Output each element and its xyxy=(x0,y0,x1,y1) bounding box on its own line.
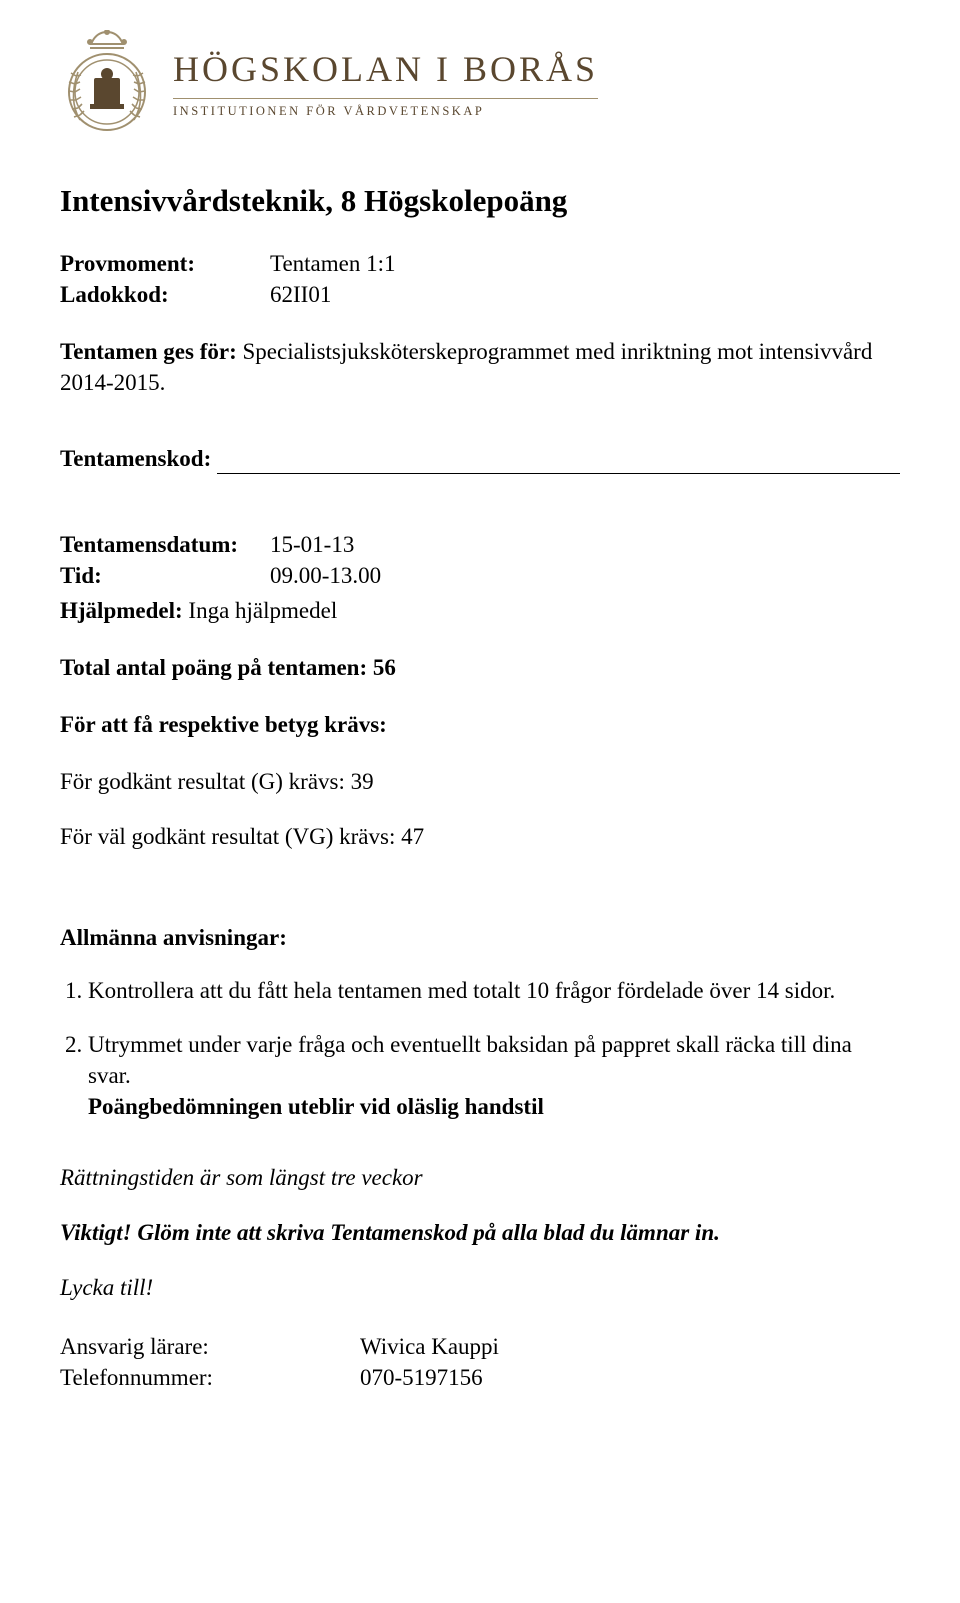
betyg-g: För godkänt resultat (G) krävs: 39 xyxy=(60,766,900,797)
instruction-item-1: Kontrollera att du fått hela tentamen me… xyxy=(88,975,900,1006)
betyg-heading: För att få respektive betyg krävs: xyxy=(60,709,900,740)
tentamensdatum-value: 15-01-13 xyxy=(270,529,354,560)
given-for-block: Tentamen ges för: Specialistsjukskötersk… xyxy=(60,336,900,398)
tid-label: Tid: xyxy=(60,560,270,591)
document-title: Intensivvårdsteknik, 8 Högskolepoäng xyxy=(60,180,900,222)
betyg-vg: För väl godkänt resultat (VG) krävs: 47 xyxy=(60,821,900,852)
logo-main-text: HÖGSKOLAN I BORÅS xyxy=(173,45,598,94)
total-poang: Total antal poäng på tentamen: 56 xyxy=(60,652,900,683)
ladokkod-value: 62II01 xyxy=(270,279,331,310)
hjalpmedel-value: Inga hjälpmedel xyxy=(188,598,337,623)
rattningstid: Rättningstiden är som längst tre veckor xyxy=(60,1162,900,1193)
ansvarig-value: Wivica Kauppi xyxy=(360,1331,499,1362)
logo-sub-text: INSTITUTIONEN FÖR VÅRDVETENSKAP xyxy=(173,98,598,120)
tentamenskod-label: Tentamenskod: xyxy=(60,443,211,474)
ansvarig-label: Ansvarig lärare: xyxy=(60,1331,360,1362)
university-logo-text: HÖGSKOLAN I BORÅS INSTITUTIONEN FÖR VÅRD… xyxy=(173,45,598,119)
tentamensdatum-label: Tentamensdatum: xyxy=(60,529,270,560)
instructions-list: Kontrollera att du fått hela tentamen me… xyxy=(60,975,900,1121)
hjalpmedel-label: Hjälpmedel: xyxy=(60,598,183,623)
ges-for-label: Tentamen ges för: xyxy=(60,339,237,364)
exam-meta-block: Provmoment: Tentamen 1:1 Ladokkod: 62II0… xyxy=(60,248,900,310)
contact-block: Ansvarig lärare: Wivica Kauppi Telefonnu… xyxy=(60,1331,900,1393)
ladokkod-label: Ladokkod: xyxy=(60,279,270,310)
instruction-2a: Utrymmet under varje fråga och eventuell… xyxy=(88,1032,852,1088)
tid-value: 09.00-13.00 xyxy=(270,560,381,591)
tentamenskod-row: Tentamenskod: xyxy=(60,443,900,474)
date-time-block: Tentamensdatum: 15-01-13 Tid: 09.00-13.0… xyxy=(60,529,900,591)
instruction-2b: Poängbedömningen uteblir vid oläslig han… xyxy=(88,1094,544,1119)
document-header: HÖGSKOLAN I BORÅS INSTITUTIONEN FÖR VÅRD… xyxy=(60,30,900,135)
tel-value: 070-5197156 xyxy=(360,1362,483,1393)
tentamenskod-fill-line xyxy=(217,451,900,474)
university-emblem-icon xyxy=(60,30,155,135)
lycka-till: Lycka till! xyxy=(60,1272,900,1303)
hjalpmedel-block: Hjälpmedel: Inga hjälpmedel xyxy=(60,595,900,626)
tel-label: Telefonnummer: xyxy=(60,1362,360,1393)
instructions-heading: Allmänna anvisningar: xyxy=(60,922,900,953)
viktigt-note: Viktigt! Glöm inte att skriva Tentamensk… xyxy=(60,1217,780,1248)
provmoment-value: Tentamen 1:1 xyxy=(270,248,396,279)
instruction-item-2: Utrymmet under varje fråga och eventuell… xyxy=(88,1029,900,1122)
provmoment-label: Provmoment: xyxy=(60,248,270,279)
